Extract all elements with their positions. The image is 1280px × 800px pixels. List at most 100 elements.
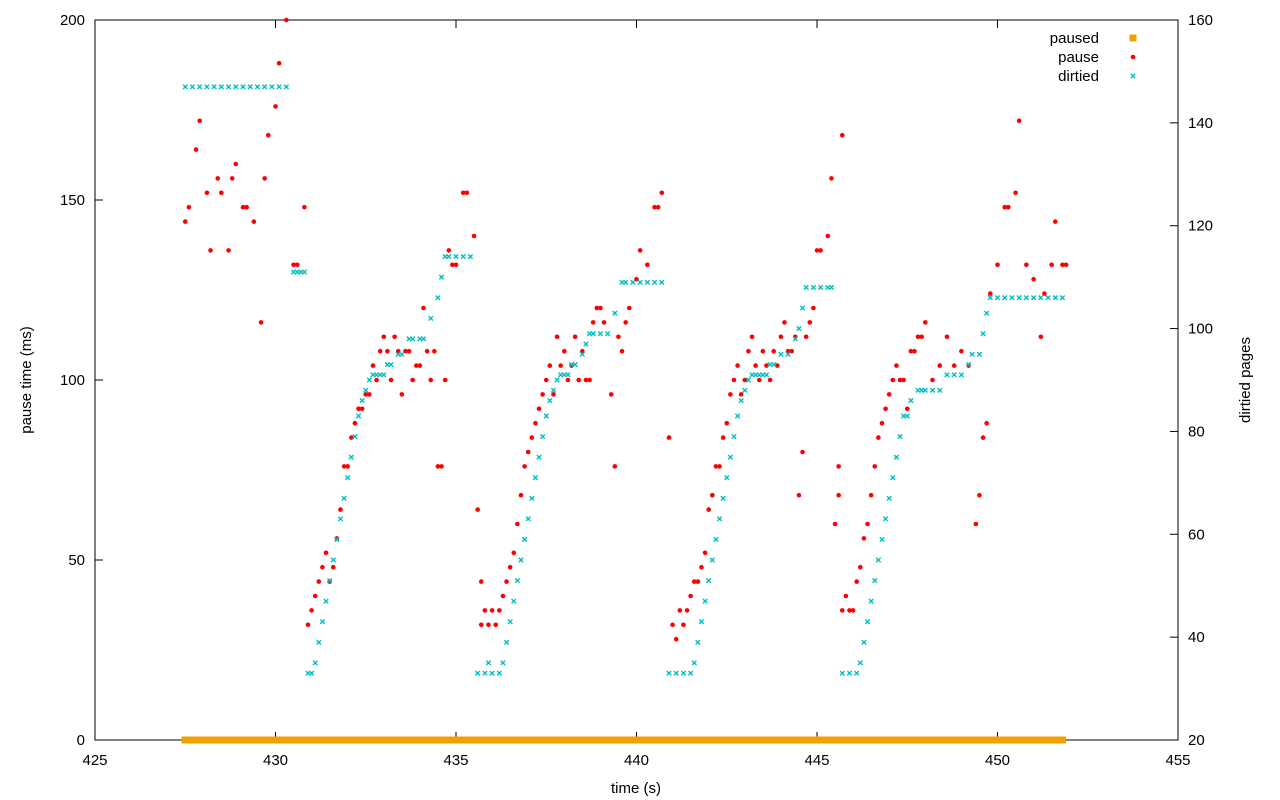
pause-point [1052, 219, 1058, 224]
pause-point [251, 219, 257, 224]
pause-point [215, 176, 221, 181]
dirtied-point-stroke [680, 670, 687, 676]
pause-point [1002, 204, 1008, 210]
dirtied-point [890, 475, 896, 481]
dirtied-point-stroke [944, 372, 950, 378]
y2-tick-label: 60 [1188, 526, 1205, 543]
pause-point [1042, 291, 1047, 296]
dirtied-point-stroke [890, 475, 896, 481]
pause-point [349, 435, 354, 440]
dirtied-point [922, 387, 928, 393]
dirtied-point [514, 577, 521, 584]
pause-point [843, 593, 849, 599]
pause-point [836, 492, 841, 498]
dirtied-point [857, 660, 864, 666]
pause-point [511, 550, 517, 556]
pause-point [749, 334, 755, 340]
dirtied-point-stroke [269, 84, 275, 90]
dirtied-point-stroke [1023, 295, 1030, 301]
plot-marks [181, 17, 1069, 744]
dirtied-point [352, 433, 358, 440]
dirtied-point [359, 397, 365, 404]
dirtied-point [630, 279, 636, 285]
dirtied-point-stroke [1016, 295, 1022, 301]
y2-tick-label: 160 [1188, 12, 1213, 29]
dirtied-point-stroke [673, 670, 679, 676]
dirtied-point-stroke [323, 598, 329, 604]
paused-bar [181, 736, 1067, 744]
pause-point [626, 305, 632, 311]
dirtied-point [908, 397, 914, 404]
dirtied-point [727, 454, 734, 460]
dirtied-point [987, 295, 993, 301]
dirtied-point-stroke [514, 577, 521, 584]
dirtied-point-stroke [724, 475, 730, 481]
y-tick-label: 200 [60, 12, 85, 29]
dirtied-point-stroke [326, 577, 333, 584]
pause-point [951, 363, 957, 368]
pause-point [883, 406, 888, 412]
dirtied-point [525, 516, 531, 522]
dirtied-point-stroke [713, 536, 719, 543]
pause-point [367, 392, 372, 397]
pause-point [233, 161, 239, 167]
pause-point [919, 334, 924, 340]
dirtied-point-stroke [521, 536, 528, 543]
dirtied-point-stroke [550, 387, 557, 393]
dirtied-point [467, 253, 474, 260]
pause-point [984, 420, 989, 426]
pause-point [764, 363, 769, 368]
pause-point [543, 377, 549, 383]
dirtied-point-stroke [716, 516, 723, 522]
plot-frame [94, 19, 1179, 741]
pause-point [673, 636, 679, 642]
dirtied-point [1002, 295, 1008, 301]
dirtied-point [590, 331, 596, 337]
dirtied-point [864, 619, 871, 625]
dirtied-point-stroke [388, 361, 394, 368]
dirtied-point [965, 361, 972, 368]
dirtied-point [893, 454, 900, 460]
dirtied-point [687, 670, 694, 676]
pause-point [265, 132, 271, 138]
dirtied-point-stroke [225, 84, 232, 90]
pause-point [720, 435, 726, 440]
pause-point [753, 363, 758, 368]
pause-point [612, 464, 618, 469]
pause-point [540, 392, 545, 397]
pause-point [562, 348, 567, 354]
dirtied-point [792, 336, 799, 342]
dirtied-point-stroke [511, 598, 517, 604]
pause-point [767, 377, 773, 383]
pause-point [583, 377, 589, 383]
pause-point [616, 334, 621, 340]
pause-point [572, 334, 578, 340]
pause-point [244, 204, 249, 210]
pause-point [240, 204, 246, 210]
dirtied-point-stroke [539, 433, 546, 440]
y-tick-label: 0 [77, 732, 85, 749]
dirtied-point-stroke [597, 331, 604, 337]
dirtied-point-stroke [482, 670, 488, 676]
pause-point [410, 377, 415, 383]
pause-point [944, 334, 950, 340]
pause-point [453, 262, 459, 268]
dirtied-point [348, 454, 355, 460]
pause-point [637, 248, 643, 253]
dirtied-point [706, 577, 712, 584]
pause-point [619, 348, 625, 354]
pause-point [500, 593, 506, 599]
pause-point [482, 608, 488, 613]
dirtied-point-stroke [976, 351, 983, 357]
dirtied-point [323, 598, 329, 604]
dirtied-point [778, 351, 784, 357]
dirtied-point-stroke [1052, 295, 1058, 301]
pause-point [330, 564, 336, 570]
pause-point [897, 377, 903, 383]
y2-tick-label: 100 [1188, 321, 1213, 338]
dirtied-point [363, 387, 369, 393]
dirtied-point-stroke [460, 253, 466, 260]
dirtied-point-stroke [525, 516, 531, 522]
dirtied-point-stroke [420, 336, 427, 342]
pause-point [872, 464, 878, 469]
